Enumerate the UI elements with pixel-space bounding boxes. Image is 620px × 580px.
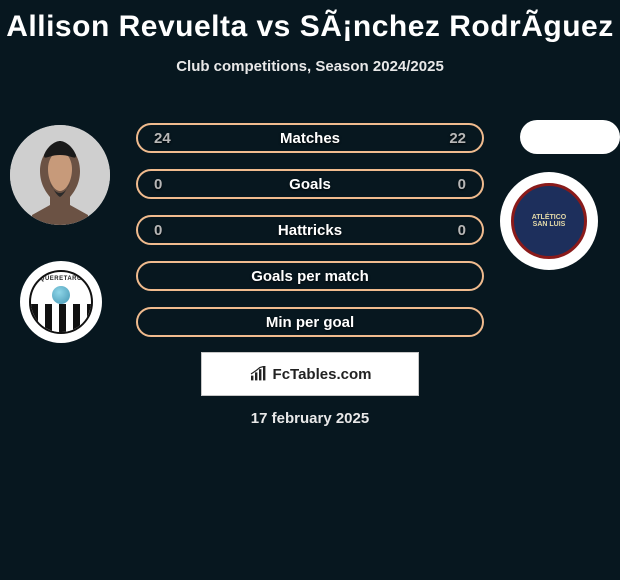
stat-label: Goals xyxy=(138,176,482,193)
stat-right-value: 0 xyxy=(458,176,466,193)
bar-chart-icon xyxy=(249,366,269,382)
stat-row-goals-per-match: Goals per match xyxy=(136,261,484,291)
stat-row-min-per-goal: Min per goal xyxy=(136,307,484,337)
watermark: FcTables.com xyxy=(201,352,419,396)
stat-right-value: 22 xyxy=(449,130,466,147)
stat-row-matches: 24 Matches 22 xyxy=(136,123,484,153)
stats-rows: 24 Matches 22 0 Goals 0 0 Hattricks 0 Go… xyxy=(136,123,484,353)
stat-left-value: 24 xyxy=(154,130,171,147)
page-title: Allison Revuelta vs SÃ¡nchez RodrÃ­guez xyxy=(0,0,620,44)
club-right-badge: ATLÉTICO SAN LUIS xyxy=(500,172,598,270)
club-left-name: QUERETARO xyxy=(31,276,91,282)
stat-row-goals: 0 Goals 0 xyxy=(136,169,484,199)
stat-row-hattricks: 0 Hattricks 0 xyxy=(136,215,484,245)
stat-right-value: 0 xyxy=(458,222,466,239)
stat-label: Matches xyxy=(138,130,482,147)
club-right-name-line1: ATLÉTICO xyxy=(532,214,566,221)
club-left-badge: QUERETARO xyxy=(20,261,102,343)
player-left-avatar xyxy=(10,125,110,225)
stat-label: Min per goal xyxy=(138,314,482,331)
stat-left-value: 0 xyxy=(154,176,162,193)
page-subtitle: Club competitions, Season 2024/2025 xyxy=(0,58,620,75)
club-right-name-line2: SAN LUIS xyxy=(532,221,566,228)
stat-label: Hattricks xyxy=(138,222,482,239)
footer-date: 17 february 2025 xyxy=(0,410,620,427)
stat-left-value: 0 xyxy=(154,222,162,239)
watermark-text: FcTables.com xyxy=(273,366,372,383)
player-right-avatar xyxy=(520,120,620,154)
stat-label: Goals per match xyxy=(138,268,482,285)
